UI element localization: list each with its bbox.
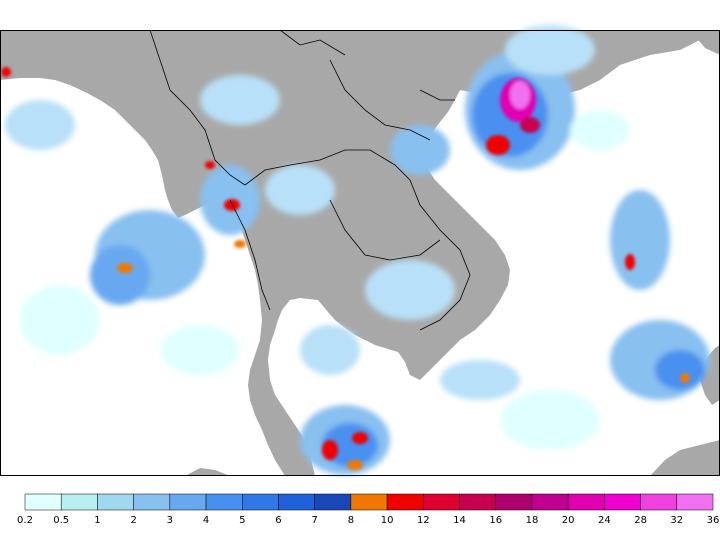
land-sumatra <box>185 468 230 476</box>
legend-tick-label: 6 <box>275 515 281 526</box>
legend-swatch <box>24 493 62 511</box>
legend-swatch <box>604 493 641 511</box>
legend-tick-label: 7 <box>311 515 317 526</box>
legend-tick-label: 24 <box>598 515 611 526</box>
legend-swatch <box>495 493 533 511</box>
legend-swatch <box>278 493 315 511</box>
legend-tick-label: 32 <box>670 515 683 526</box>
legend-swatch <box>640 493 678 511</box>
legend-tick-label: 18 <box>526 515 539 526</box>
legend-tick-label: 4 <box>203 515 209 526</box>
legend-tick-label: 8 <box>348 515 354 526</box>
precip-heavy <box>1 67 690 470</box>
legend-tick-label: 16 <box>489 515 502 526</box>
land-mainland <box>0 30 700 476</box>
precipitation-map <box>0 25 720 476</box>
legend-swatch <box>97 493 134 511</box>
legend-swatch <box>386 493 424 511</box>
color-legend: 0.20.5123456781012141618202428323640 <box>0 478 720 540</box>
legend-swatch <box>169 493 207 511</box>
legend-swatch <box>205 493 243 511</box>
legend-tick-label: 14 <box>453 515 466 526</box>
legend-swatch <box>531 493 569 511</box>
country-borders <box>149 29 471 331</box>
legend-tick-label: 36 <box>707 515 720 526</box>
legend-tick-label: 5 <box>239 515 245 526</box>
land-taiwan <box>690 30 720 55</box>
legend-tick-label: 10 <box>381 515 394 526</box>
legend-tick-label: 3 <box>167 515 173 526</box>
legend-swatch <box>676 493 714 511</box>
legend-tick-label: 2 <box>130 515 136 526</box>
legend-tick-label: 1 <box>94 515 100 526</box>
map-svg <box>0 25 720 476</box>
legend-tick-label: 0.5 <box>53 515 69 526</box>
land-borneo <box>650 440 720 476</box>
legend-swatch <box>423 493 460 511</box>
legend-svg: 0.20.5123456781012141618202428323640 <box>17 493 720 526</box>
legend-swatch <box>459 493 496 511</box>
legend-tick-label: 20 <box>562 515 575 526</box>
legend-swatch <box>314 493 352 511</box>
legend-swatch <box>60 493 98 511</box>
precip-light <box>5 25 710 475</box>
legend-swatch <box>242 493 279 511</box>
legend-tick-label: 12 <box>417 515 430 526</box>
legend-tick-label: 0.2 <box>17 515 33 526</box>
legend-swatch <box>567 493 605 511</box>
legend-swatch <box>350 493 388 511</box>
legend-swatch <box>133 493 171 511</box>
legend-tick-label: 28 <box>634 515 647 526</box>
